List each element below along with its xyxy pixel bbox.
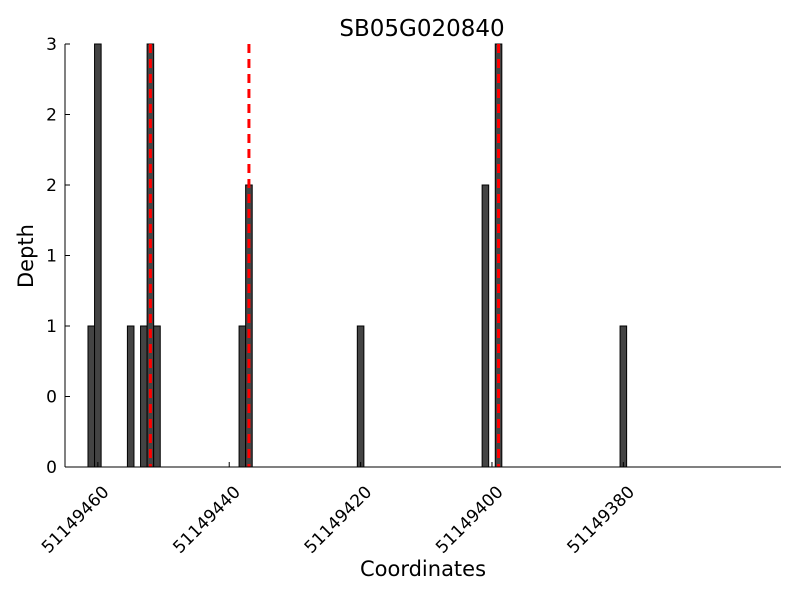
y-axis-label: Depth [14, 224, 38, 288]
y-tick-label: 3 [46, 35, 57, 55]
y-tick-label: 2 [46, 176, 57, 196]
y-tick-label: 1 [46, 317, 57, 337]
x-tick-label: 51149380 [564, 482, 639, 557]
x-tick-label: 51149440 [169, 482, 244, 557]
bar [94, 43, 102, 468]
y-tick-label: 0 [46, 388, 57, 408]
bar [153, 325, 161, 468]
bar [126, 325, 135, 468]
x-tick-label: 51149460 [38, 482, 113, 557]
y-tick-label: 1 [46, 247, 57, 267]
bar [356, 325, 365, 468]
y-tick-label: 0 [46, 458, 57, 478]
x-tick-label: 51149420 [301, 482, 376, 557]
x-tick-label: 51149400 [432, 482, 507, 557]
bar [140, 325, 148, 468]
plot-area: 0 0 1 1 2 2 3 51149460 51149440 51149420 51149400 5… [38, 35, 781, 558]
bar [87, 325, 96, 468]
bar [481, 184, 490, 468]
y-tick-label: 2 [46, 106, 57, 126]
bar [619, 325, 628, 468]
chart-title: SB05G020840 [339, 16, 504, 42]
x-axis-label: Coordinates [360, 557, 486, 581]
bar [238, 325, 247, 468]
